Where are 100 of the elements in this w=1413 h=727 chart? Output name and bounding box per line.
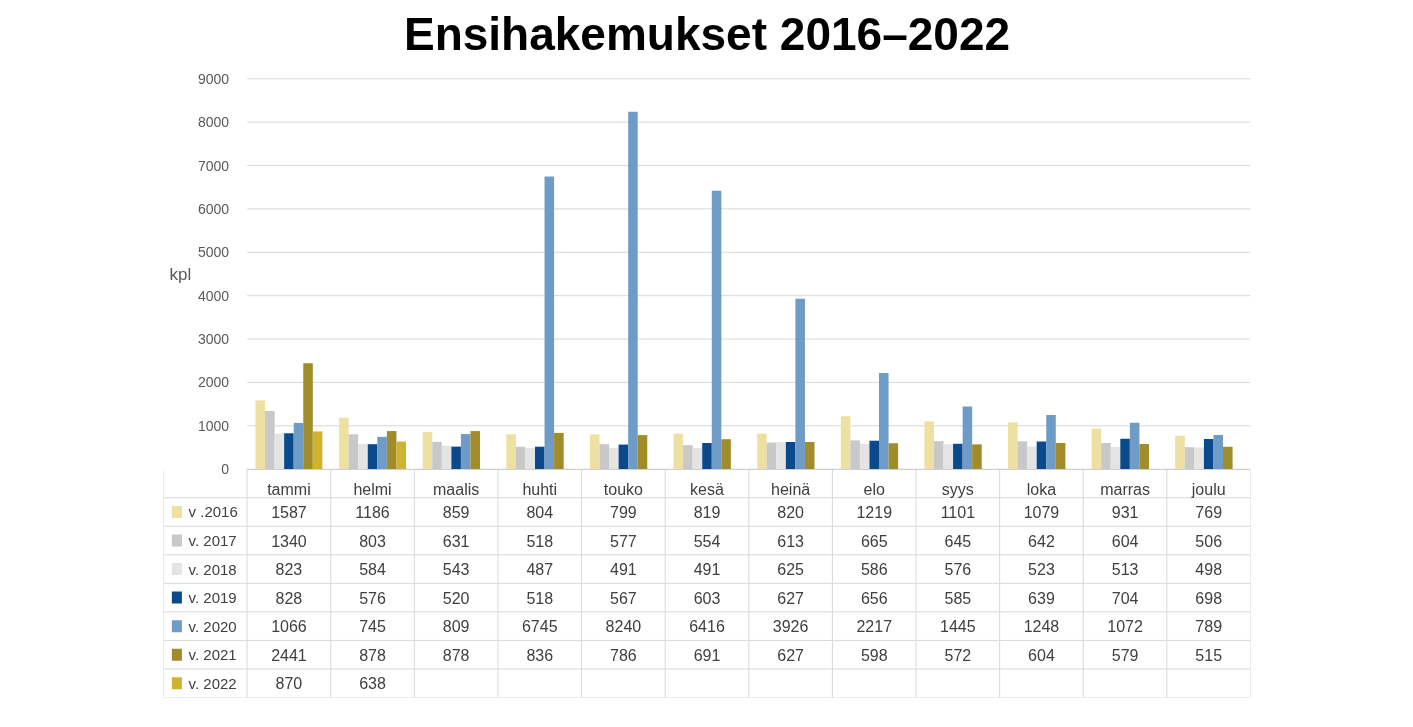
y-tick-label: 5000 — [197, 244, 230, 261]
data-label: 1186 — [355, 503, 390, 521]
data-label: 642 — [1028, 532, 1055, 550]
data-label: 584 — [359, 561, 386, 579]
data-label: 554 — [693, 532, 721, 550]
data-label: 604 — [1111, 532, 1139, 550]
data-label: 823 — [275, 561, 303, 579]
data-label: 625 — [777, 561, 805, 579]
data-label: 769 — [1195, 503, 1223, 521]
bar — [609, 447, 619, 470]
bar — [972, 444, 982, 470]
bar — [859, 443, 870, 470]
bar — [1027, 446, 1037, 470]
bar — [386, 431, 397, 470]
x-tick-label: marras — [1100, 481, 1150, 499]
bar — [441, 445, 452, 470]
data-label: 878 — [442, 646, 470, 664]
data-label: 820 — [777, 503, 805, 521]
bar — [544, 176, 555, 470]
bar — [367, 444, 378, 470]
bar — [795, 298, 805, 470]
data-label: 836 — [526, 646, 554, 664]
legend-label: v. 2020 — [188, 617, 237, 635]
bar — [721, 439, 731, 470]
data-label: 520 — [442, 589, 470, 607]
y-tick-label: 7000 — [197, 157, 230, 174]
data-label: 1079 — [1023, 503, 1060, 521]
bar — [422, 431, 433, 470]
bar — [525, 448, 535, 470]
data-label: 870 — [275, 675, 303, 693]
data-label: 577 — [610, 532, 637, 550]
bar — [255, 400, 266, 470]
bar — [637, 435, 648, 470]
bar — [953, 443, 963, 470]
bar — [962, 406, 973, 470]
y-tick-label: 9000 — [197, 70, 230, 87]
bar — [924, 421, 934, 470]
legend-label: v. 2017 — [188, 532, 237, 550]
y-tick-label: 8000 — [197, 114, 230, 131]
x-tick-label: huhti — [522, 481, 558, 499]
data-label: 603 — [693, 589, 721, 607]
data-label: 665 — [860, 532, 888, 550]
bar — [303, 363, 313, 470]
data-label: 656 — [860, 589, 888, 607]
bar — [1120, 438, 1130, 470]
data-label: 931 — [1111, 503, 1139, 521]
data-label: 576 — [944, 561, 972, 579]
bar — [702, 443, 712, 470]
data-label: 799 — [610, 503, 637, 521]
data-label: 506 — [1195, 532, 1223, 550]
x-tick-label: maalis — [433, 481, 480, 499]
data-label: 745 — [359, 618, 386, 636]
bar — [284, 433, 294, 470]
data-label: 585 — [944, 589, 972, 607]
bar — [534, 446, 545, 470]
legend-label: v. 2019 — [188, 589, 237, 607]
data-label: 2441 — [271, 646, 307, 664]
bar — [1213, 434, 1224, 470]
legend-label: v. 2018 — [188, 560, 237, 578]
y-tick-label: 3000 — [197, 331, 230, 348]
bar — [470, 431, 481, 470]
bar — [804, 441, 815, 470]
bar — [554, 432, 564, 470]
data-label: 803 — [359, 532, 386, 550]
bar — [1223, 446, 1233, 470]
legend-label: v. 2022 — [188, 674, 237, 692]
data-label: 627 — [777, 589, 805, 607]
data-label: 6745 — [521, 618, 558, 636]
data-label: 1340 — [271, 532, 307, 550]
bar — [1110, 446, 1121, 470]
data-label: 604 — [1028, 646, 1055, 664]
bar — [1139, 444, 1149, 470]
y-tick-label: 4000 — [197, 287, 230, 304]
data-label: 859 — [442, 503, 470, 521]
data-label: 1101 — [940, 503, 976, 521]
data-label: 518 — [526, 532, 554, 550]
data-label: 2217 — [856, 618, 893, 636]
bar — [711, 190, 722, 470]
data-label: 828 — [275, 589, 303, 607]
data-label: 491 — [610, 561, 637, 579]
bar — [1203, 438, 1214, 470]
y-tick-label: 1000 — [197, 417, 230, 434]
bar — [1091, 428, 1102, 470]
bar — [460, 434, 471, 470]
x-tick-label: elo — [863, 481, 886, 499]
bar — [506, 434, 516, 470]
bar — [377, 436, 387, 470]
data-label: 704 — [1111, 589, 1139, 607]
x-tick-label: touko — [603, 481, 644, 499]
bar — [757, 433, 767, 470]
data-label: 639 — [1028, 589, 1055, 607]
data-label: 1219 — [856, 503, 893, 521]
legend-label: v .2016 — [188, 503, 238, 521]
bar — [312, 431, 323, 470]
data-label: 498 — [1195, 561, 1223, 579]
y-tick-label: 2000 — [197, 374, 230, 391]
data-label: 598 — [860, 646, 888, 664]
bar — [618, 444, 629, 470]
bar — [589, 434, 600, 470]
bar — [673, 433, 684, 470]
